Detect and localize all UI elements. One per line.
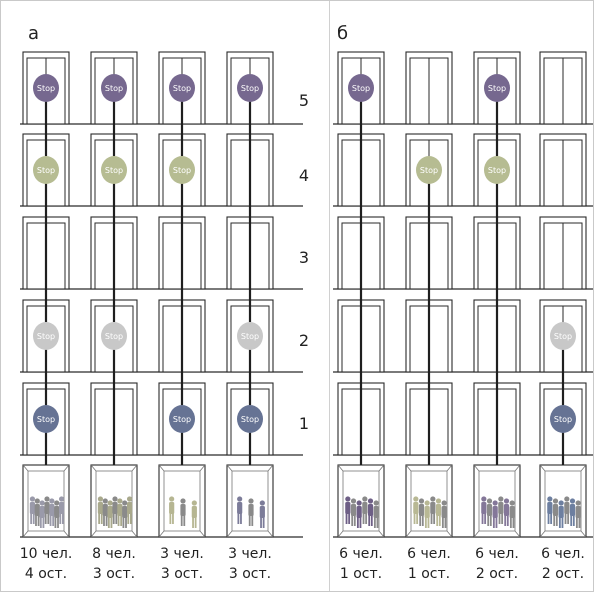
elevator-a2-stops-caption: 3 ост. bbox=[93, 566, 135, 582]
passenger-group bbox=[345, 496, 379, 528]
stop-marker-label: Stop bbox=[173, 415, 191, 424]
stop-marker: Stop bbox=[33, 74, 59, 102]
passenger-group bbox=[97, 496, 133, 528]
stop-marker-label: Stop bbox=[37, 84, 55, 93]
elevator-door bbox=[539, 216, 587, 290]
elevator-b1-people-caption: 6 чел. bbox=[339, 546, 383, 562]
elevator-a4-stops-caption: 3 ост. bbox=[229, 566, 271, 582]
stop-marker: Stop bbox=[550, 322, 576, 350]
elevator-b2-stops-caption: 1 ост. bbox=[408, 566, 450, 582]
stop-marker: Stop bbox=[550, 405, 576, 433]
panel-a-label: а bbox=[28, 23, 39, 44]
elevator-b4-stops-caption: 2 ост. bbox=[542, 566, 584, 582]
elevator-car bbox=[158, 464, 206, 538]
floor-label-3: 3 bbox=[299, 248, 309, 267]
stop-marker-label: Stop bbox=[554, 332, 572, 341]
elevator-car bbox=[22, 464, 70, 538]
elevator-a1-people-caption: 10 чел. bbox=[20, 546, 73, 562]
elevator-b3-stops-caption: 2 ост. bbox=[476, 566, 518, 582]
passenger-group bbox=[169, 496, 197, 528]
elevator-a4-people-caption: 3 чел. bbox=[228, 546, 272, 562]
stop-marker-label: Stop bbox=[488, 166, 506, 175]
stop-marker: Stop bbox=[169, 156, 195, 184]
elevator-door bbox=[539, 51, 587, 125]
stop-marker-label: Stop bbox=[241, 84, 259, 93]
stop-marker: Stop bbox=[484, 156, 510, 184]
stop-marker: Stop bbox=[101, 74, 127, 102]
panel-b-label: б bbox=[337, 23, 348, 44]
stop-marker: Stop bbox=[237, 322, 263, 350]
stop-marker: Stop bbox=[33, 405, 59, 433]
passenger-group bbox=[547, 496, 581, 528]
stop-marker: Stop bbox=[237, 74, 263, 102]
stop-marker-label: Stop bbox=[241, 332, 259, 341]
stop-marker-label: Stop bbox=[554, 415, 572, 424]
stop-marker-label: Stop bbox=[173, 84, 191, 93]
stop-marker-label: Stop bbox=[37, 332, 55, 341]
elevator-car bbox=[405, 464, 453, 538]
elevator-a3-stops-caption: 3 ост. bbox=[161, 566, 203, 582]
stop-marker: Stop bbox=[237, 405, 263, 433]
elevator-car bbox=[226, 464, 274, 538]
stop-marker: Stop bbox=[33, 322, 59, 350]
stop-marker-label: Stop bbox=[37, 166, 55, 175]
stop-marker-label: Stop bbox=[241, 415, 259, 424]
stop-marker: Stop bbox=[101, 322, 127, 350]
floor-label-2: 2 bbox=[299, 331, 309, 350]
elevator-b3-people-caption: 6 чел. bbox=[475, 546, 519, 562]
elevator-car bbox=[337, 464, 385, 538]
stop-marker: Stop bbox=[348, 74, 374, 102]
stop-marker: Stop bbox=[169, 74, 195, 102]
elevator-car bbox=[539, 464, 587, 538]
floor-label-1: 1 bbox=[299, 414, 309, 433]
elevator-b4-people-caption: 6 чел. bbox=[541, 546, 585, 562]
panel-b: Stop 6 чел. 1 ост. Stop 6 чел. 1 ост. Stop Stop… bbox=[333, 51, 593, 582]
elevator-door bbox=[405, 51, 453, 125]
elevator-a3-people-caption: 3 чел. bbox=[160, 546, 204, 562]
elevator-b1-stops-caption: 1 ост. bbox=[340, 566, 382, 582]
panel-a: Stop Stop Stop Stop 10 чел. 4 ост. Stop Stop Sto… bbox=[20, 51, 303, 582]
passenger-group bbox=[237, 496, 265, 528]
elevator-b2-people-caption: 6 чел. bbox=[407, 546, 451, 562]
stop-marker-label: Stop bbox=[105, 332, 123, 341]
elevator-car bbox=[473, 464, 521, 538]
stop-marker-label: Stop bbox=[37, 415, 55, 424]
stop-marker: Stop bbox=[416, 156, 442, 184]
passenger-group bbox=[413, 496, 447, 528]
stop-marker-label: Stop bbox=[420, 166, 438, 175]
stop-marker: Stop bbox=[484, 74, 510, 102]
elevator-a1-stops-caption: 4 ост. bbox=[25, 566, 67, 582]
stop-marker: Stop bbox=[101, 156, 127, 184]
passenger-group bbox=[481, 496, 515, 528]
floor-label-4: 4 bbox=[299, 166, 309, 185]
stop-marker: Stop bbox=[33, 156, 59, 184]
stop-marker-label: Stop bbox=[105, 166, 123, 175]
elevator-car bbox=[90, 464, 138, 538]
stop-marker-label: Stop bbox=[352, 84, 370, 93]
stop-marker-label: Stop bbox=[488, 84, 506, 93]
passenger-group bbox=[29, 496, 65, 528]
floor-label-5: 5 bbox=[299, 91, 309, 110]
stop-marker: Stop bbox=[169, 405, 195, 433]
stop-marker-label: Stop bbox=[105, 84, 123, 93]
stop-marker-label: Stop bbox=[173, 166, 191, 175]
elevator-a2-people-caption: 8 чел. bbox=[92, 546, 136, 562]
elevator-door bbox=[539, 133, 587, 207]
